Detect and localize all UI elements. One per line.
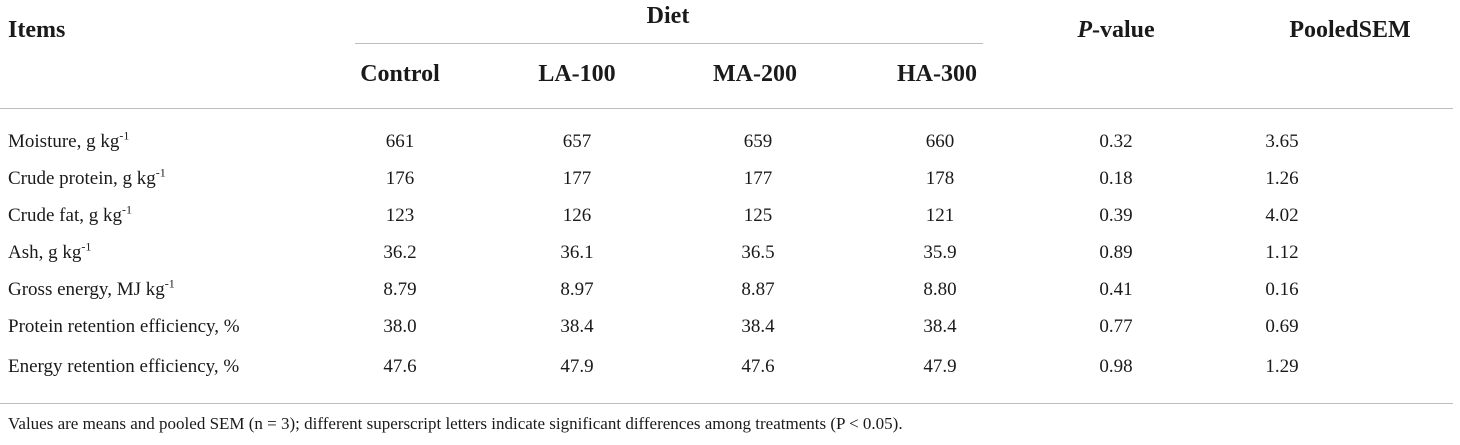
row-label: Gross energy, MJ kg-1 [8,276,175,300]
cell-ha-300: 35.9 [923,242,957,263]
header-la-100: LA-100 [538,61,616,87]
cell-pooled-sem: 3.65 [1265,131,1299,152]
cell-ha-300: 38.4 [923,316,957,337]
cell-ha-300: 660 [925,131,955,152]
cell-pooled-sem: 1.26 [1265,168,1299,189]
cell-la-100: 36.1 [560,242,594,263]
header-bottom-rule [0,108,1453,109]
cell-control: 123 [385,205,415,226]
header-ma-200: MA-200 [713,61,797,87]
header-control: Control [360,61,440,87]
row-label: Crude fat, g kg-1 [8,202,132,226]
cell-ha-300: 121 [925,205,955,226]
cell-pvalue: 0.98 [1099,356,1133,377]
cell-pvalue: 0.77 [1099,316,1133,337]
row-label: Protein retention efficiency, % [8,316,240,337]
cell-pooled-sem: 0.16 [1265,279,1299,300]
cell-control: 8.79 [383,279,417,300]
cell-ma-200: 8.87 [741,279,775,300]
cell-la-100: 657 [562,131,592,152]
cell-ma-200: 659 [743,131,773,152]
cell-pvalue: 0.18 [1099,168,1133,189]
cell-control: 47.6 [383,356,417,377]
cell-la-100: 177 [562,168,592,189]
cell-ma-200: 47.6 [741,356,775,377]
row-label: Crude protein, g kg-1 [8,165,166,189]
cell-ha-300: 178 [925,168,955,189]
table-bottom-rule [0,403,1453,404]
cell-la-100: 8.97 [560,279,594,300]
row-label: Energy retention efficiency, % [8,356,240,377]
cell-pvalue: 0.89 [1099,242,1133,263]
cell-pooled-sem: 1.12 [1265,242,1299,263]
pvalue-header-italic: P [1077,17,1092,43]
cell-ma-200: 36.5 [741,242,775,263]
cell-ma-200: 177 [743,168,773,189]
pooled-sem-header: PooledSEM [1289,17,1411,43]
cell-control: 38.0 [383,316,417,337]
cell-la-100: 38.4 [560,316,594,337]
cell-pooled-sem: 0.69 [1265,316,1299,337]
row-label: Ash, g kg-1 [8,239,92,263]
pvalue-header-rest: -value [1092,17,1155,43]
table-footnote: Values are means and pooled SEM (n = 3);… [8,414,903,433]
items-header: Items [8,17,66,43]
header-ha-300: HA-300 [897,61,977,87]
cell-pooled-sem: 4.02 [1265,205,1299,226]
cell-la-100: 47.9 [560,356,594,377]
cell-pvalue: 0.32 [1099,131,1133,152]
cell-pooled-sem: 1.29 [1265,356,1299,377]
cell-ma-200: 38.4 [741,316,775,337]
cell-control: 661 [385,131,415,152]
cell-pvalue: 0.39 [1099,205,1133,226]
cell-ha-300: 8.80 [923,279,957,300]
cell-control: 176 [385,168,415,189]
diet-group-rule [355,43,983,44]
cell-ha-300: 47.9 [923,356,957,377]
cell-la-100: 126 [562,205,592,226]
cell-ma-200: 125 [743,205,773,226]
pvalue-header: P-value [1077,17,1154,44]
cell-pvalue: 0.41 [1099,279,1133,300]
cell-control: 36.2 [383,242,417,263]
diet-group-header: Diet [646,3,690,29]
row-label: Moisture, g kg-1 [8,128,130,152]
